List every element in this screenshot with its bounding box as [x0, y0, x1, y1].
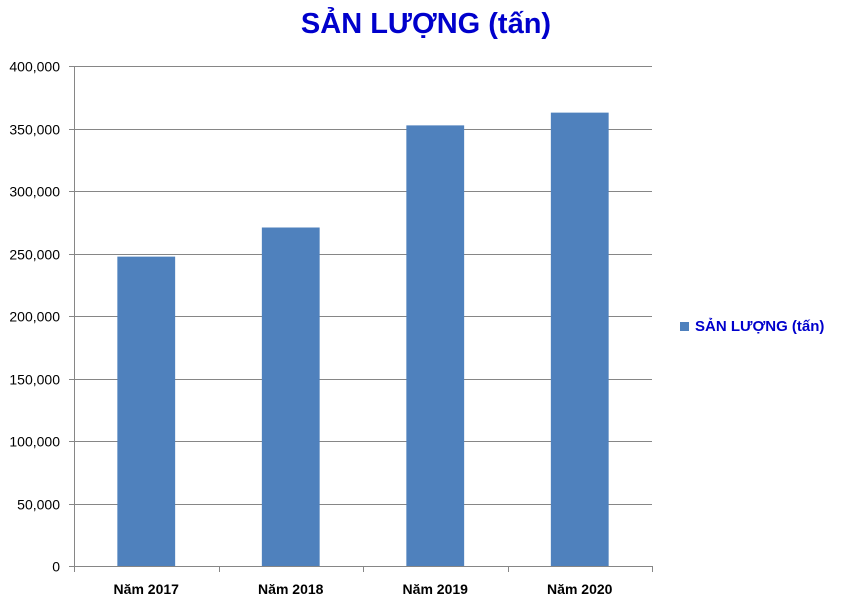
- axes: [69, 66, 653, 572]
- bar: [261, 227, 320, 566]
- x-tick-label: Năm 2020: [547, 581, 613, 597]
- y-tick-label: 100,000: [9, 434, 60, 450]
- y-tick-label: 350,000: [9, 122, 60, 138]
- y-tick-label: 250,000: [9, 247, 60, 263]
- y-tick-label: 300,000: [9, 184, 60, 200]
- bars: [117, 112, 609, 566]
- y-tick-label: 200,000: [9, 309, 60, 325]
- bar: [550, 112, 609, 566]
- legend: SẢN LƯỢNG (tấn): [680, 318, 824, 335]
- bar: [117, 256, 176, 566]
- legend-swatch: [680, 322, 689, 331]
- x-tick-label: Năm 2019: [403, 581, 469, 597]
- chart-title: SẢN LƯỢNG (tấn): [300, 8, 552, 40]
- y-tick-label: 150,000: [9, 372, 60, 388]
- y-tick-labels: 0 50,000 100,000 150,000 200,000 250,000 300,0…: [9, 59, 60, 575]
- x-tick-label: Năm 2017: [114, 581, 180, 597]
- y-tick-label: 50,000: [17, 497, 60, 513]
- x-tick-label: Năm 2018: [258, 581, 324, 597]
- legend-label: SẢN LƯỢNG (tấn): [695, 318, 825, 335]
- bar: [406, 125, 465, 566]
- y-tick-label: 0: [52, 559, 60, 575]
- x-tick-labels: Năm 2017 Năm 2018 Năm 2019 Năm 2020: [114, 581, 613, 597]
- y-tick-label: 400,000: [9, 59, 60, 75]
